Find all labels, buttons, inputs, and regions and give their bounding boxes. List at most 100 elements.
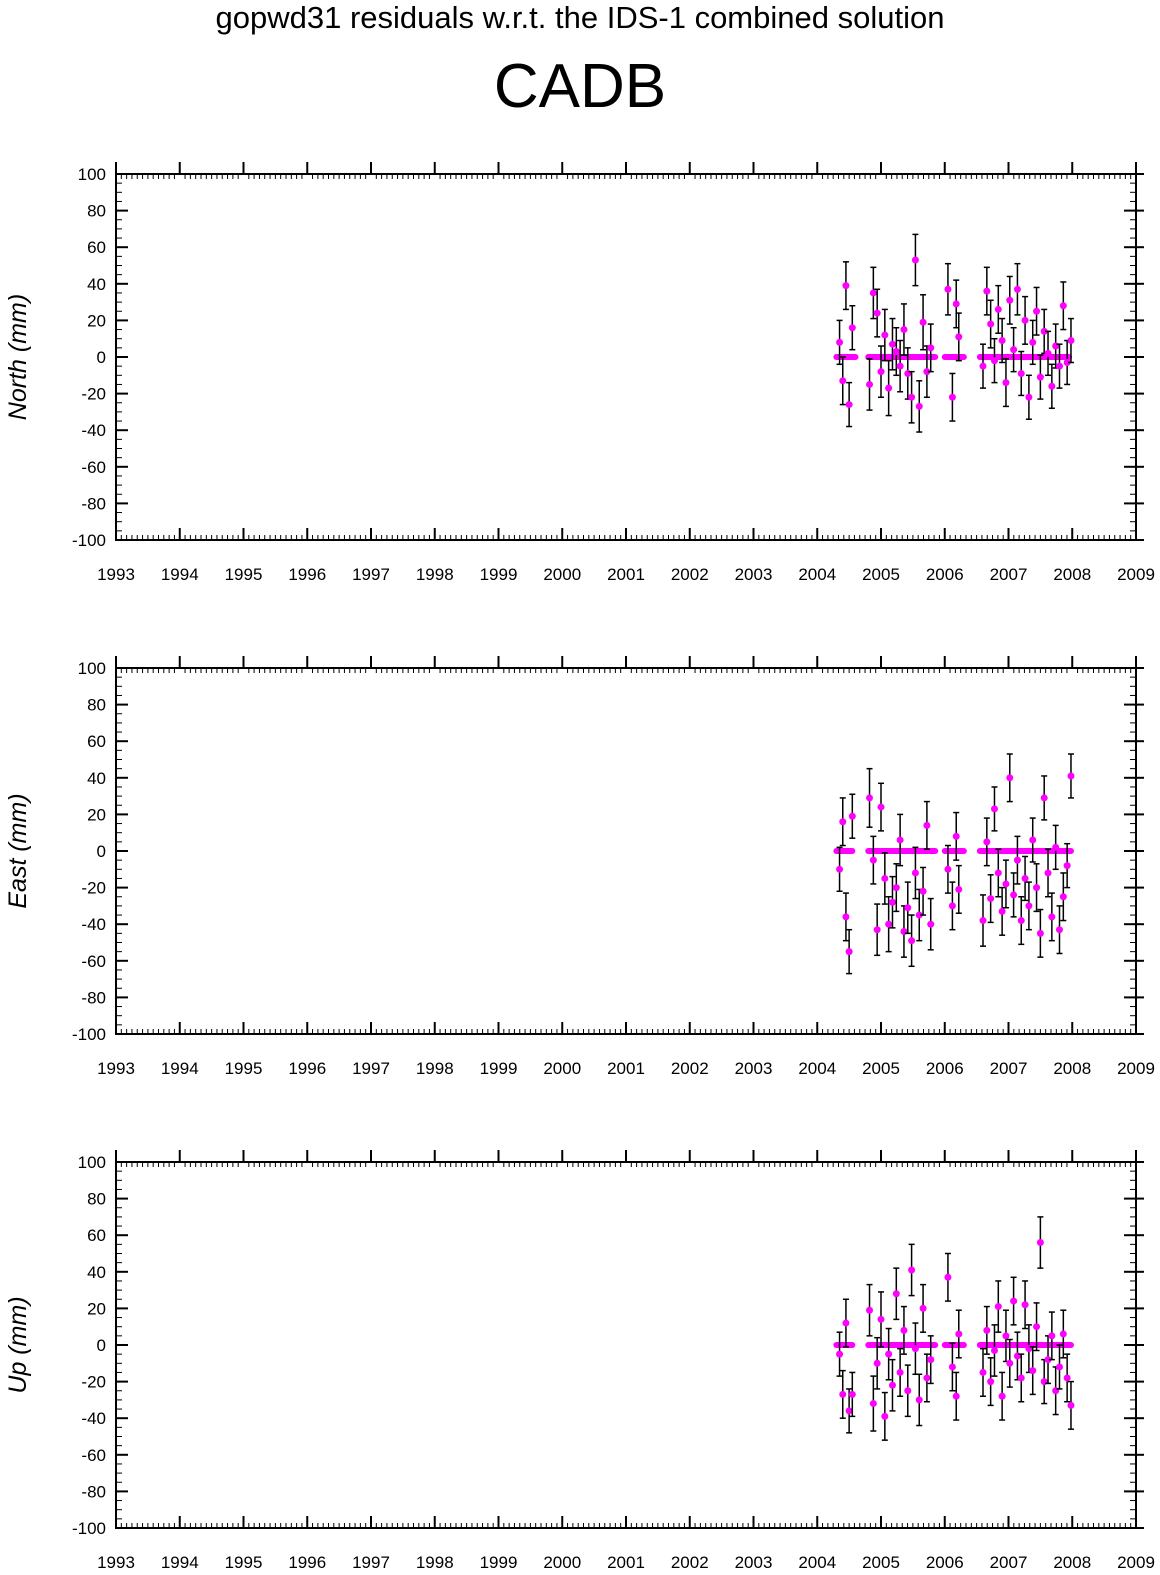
data-point: [1056, 926, 1063, 934]
data-point: [1013, 285, 1021, 293]
y-tick-label: 60: [87, 732, 106, 751]
data-point: [1021, 1301, 1029, 1309]
data-point: [948, 393, 956, 401]
data-point: [873, 1359, 881, 1367]
y-axis-label: Up (mm): [4, 1296, 32, 1393]
data-point: [1017, 917, 1025, 925]
x-tick-label: 2002: [671, 565, 709, 584]
data-point: [990, 357, 998, 365]
data-point: [948, 1363, 956, 1371]
data-point: [845, 1407, 853, 1415]
data-point: [979, 1368, 987, 1376]
data-point: [896, 362, 904, 370]
data-point: [998, 907, 1006, 915]
data-point: [923, 368, 931, 376]
data-point: [1056, 1363, 1063, 1371]
x-tick-label: 2002: [671, 1553, 709, 1572]
data-point: [983, 287, 991, 295]
y-tick-label: 100: [78, 659, 106, 678]
data-point: [983, 838, 991, 846]
x-tick-label: 1996: [288, 565, 326, 584]
data-point: [866, 380, 874, 388]
y-tick-label: -20: [81, 1373, 106, 1392]
y-tick-label: -40: [81, 421, 106, 440]
x-tick-label: 1996: [288, 1059, 326, 1078]
data-point: [1044, 869, 1052, 877]
data-point: [888, 1381, 896, 1389]
data-point: [955, 333, 963, 341]
data-point: [896, 836, 904, 844]
x-tick-label: 2001: [607, 565, 645, 584]
data-point: [987, 895, 995, 903]
data-point: [1010, 346, 1018, 354]
data-point: [927, 1356, 935, 1364]
data-point: [994, 1303, 1002, 1311]
data-point: [892, 348, 900, 356]
data-point: [836, 865, 844, 873]
data-point: [1006, 774, 1014, 782]
data-point: [892, 1290, 900, 1298]
data-point: [836, 1350, 844, 1358]
y-tick-label: 80: [87, 1190, 106, 1209]
x-tick-label: 1999: [480, 1553, 518, 1572]
x-tick-label: 2005: [862, 1059, 900, 1078]
x-tick-label: 2009: [1117, 565, 1155, 584]
data-point: [1063, 358, 1071, 366]
y-tick-label: 0: [97, 348, 106, 367]
x-tick-label: 2003: [735, 1553, 773, 1572]
data-point: [866, 1306, 874, 1314]
y-tick-label: -40: [81, 1409, 106, 1428]
data-point: [923, 821, 931, 829]
y-tick-label: -100: [72, 1025, 106, 1044]
station-title: CADB: [493, 52, 667, 121]
data-point: [927, 920, 935, 928]
data-point: [1067, 1401, 1075, 1409]
data-point: [1006, 296, 1014, 304]
data-point: [1036, 929, 1044, 937]
data-point: [877, 1315, 885, 1323]
data-point: [1033, 307, 1041, 315]
data-point: [923, 1374, 931, 1382]
data-point: [839, 818, 847, 826]
data-point: [1033, 884, 1041, 892]
data-point: [998, 1392, 1006, 1400]
y-tick-label: -40: [81, 915, 106, 934]
data-point: [908, 937, 916, 945]
x-tick-label: 2007: [990, 565, 1028, 584]
x-tick-label: 2009: [1117, 1553, 1155, 1572]
data-point: [915, 1396, 923, 1404]
data-point: [952, 832, 960, 840]
data-point: [1063, 862, 1071, 870]
x-tick-label: 2000: [543, 1059, 581, 1078]
y-tick-label: 60: [87, 238, 106, 257]
data-point: [1002, 880, 1010, 888]
x-tick-label: 2006: [926, 1553, 964, 1572]
data-point: [1017, 369, 1025, 377]
data-point: [1025, 902, 1033, 910]
x-tick-label: 2004: [798, 1059, 836, 1078]
y-axis-label: North (mm): [4, 294, 32, 420]
data-point: [877, 803, 885, 811]
x-tick-label: 2003: [735, 565, 773, 584]
y-tick-label: -60: [81, 1446, 106, 1465]
x-tick-label: 1994: [161, 1553, 199, 1572]
x-tick-label: 1997: [352, 1059, 390, 1078]
x-tick-label: 2004: [798, 565, 836, 584]
data-point: [842, 913, 850, 921]
data-point: [892, 884, 900, 892]
y-tick-label: 0: [97, 1336, 106, 1355]
data-point: [919, 1304, 927, 1312]
x-tick-label: 2008: [1053, 565, 1091, 584]
data-point: [885, 920, 893, 928]
data-point: [911, 869, 919, 877]
data-point: [1048, 382, 1056, 390]
data-point: [1067, 772, 1075, 780]
data-point: [1048, 1332, 1056, 1340]
data-point: [987, 1378, 995, 1386]
data-point: [1040, 794, 1048, 802]
data-point: [885, 1350, 893, 1358]
data-point: [990, 805, 998, 813]
data-point: [919, 887, 927, 895]
data-point: [848, 1390, 856, 1398]
